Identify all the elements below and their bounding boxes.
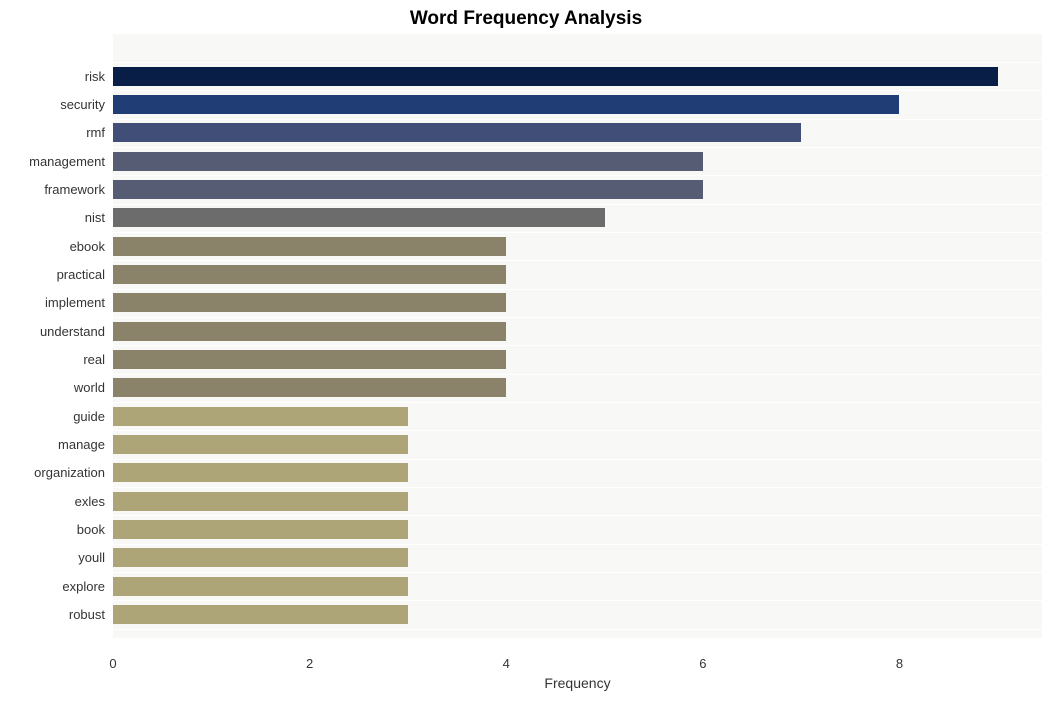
plot-area <box>113 34 1042 638</box>
grid-line <box>113 90 1042 91</box>
grid-line <box>113 430 1042 431</box>
y-tick-label: exles <box>0 494 105 509</box>
x-tick-label: 0 <box>109 656 116 671</box>
grid-line <box>113 629 1042 630</box>
bar <box>113 95 899 114</box>
bar <box>113 378 506 397</box>
bar <box>113 548 408 567</box>
bar <box>113 123 801 142</box>
bar <box>113 293 506 312</box>
grid-line <box>113 175 1042 176</box>
bar <box>113 180 703 199</box>
y-tick-label: practical <box>0 267 105 282</box>
y-tick-label: security <box>0 97 105 112</box>
grid-line <box>113 600 1042 601</box>
y-tick-label: understand <box>0 324 105 339</box>
grid-line <box>113 119 1042 120</box>
y-tick-label: world <box>0 380 105 395</box>
y-tick-label: ebook <box>0 239 105 254</box>
bar <box>113 265 506 284</box>
grid-line <box>113 515 1042 516</box>
y-tick-label: robust <box>0 607 105 622</box>
x-axis-label: Frequency <box>113 675 1042 691</box>
y-tick-label: explore <box>0 579 105 594</box>
chart-container: Word Frequency Analysis Frequency risk se… <box>0 0 1052 701</box>
grid-line <box>113 402 1042 403</box>
grid-line <box>113 459 1042 460</box>
y-tick-label: management <box>0 154 105 169</box>
bar <box>113 237 506 256</box>
grid-line <box>113 345 1042 346</box>
bar <box>113 605 408 624</box>
bar <box>113 322 506 341</box>
y-tick-label: youll <box>0 550 105 565</box>
y-tick-label: framework <box>0 182 105 197</box>
y-tick-label: nist <box>0 210 105 225</box>
grid-line <box>113 374 1042 375</box>
x-tick-label: 8 <box>896 656 903 671</box>
bar <box>113 67 998 86</box>
y-tick-label: book <box>0 522 105 537</box>
y-tick-label: manage <box>0 437 105 452</box>
chart-title: Word Frequency Analysis <box>0 8 1052 30</box>
grid-line <box>113 572 1042 573</box>
bar <box>113 208 605 227</box>
y-tick-label: organization <box>0 465 105 480</box>
bar <box>113 435 408 454</box>
bar <box>113 492 408 511</box>
bar <box>113 577 408 596</box>
grid-line <box>113 317 1042 318</box>
grid-line <box>113 289 1042 290</box>
y-tick-label: real <box>0 352 105 367</box>
bar <box>113 152 703 171</box>
grid-line <box>113 204 1042 205</box>
grid-line <box>113 487 1042 488</box>
y-tick-label: risk <box>0 69 105 84</box>
bar <box>113 520 408 539</box>
y-tick-label: guide <box>0 409 105 424</box>
grid-line <box>113 147 1042 148</box>
x-tick-label: 4 <box>503 656 510 671</box>
bar <box>113 407 408 426</box>
y-tick-label: rmf <box>0 125 105 140</box>
bar <box>113 350 506 369</box>
grid-line <box>113 62 1042 63</box>
grid-line <box>113 232 1042 233</box>
x-tick-label: 2 <box>306 656 313 671</box>
grid-line <box>113 544 1042 545</box>
y-tick-label: implement <box>0 295 105 310</box>
grid-line <box>113 260 1042 261</box>
bar <box>113 463 408 482</box>
x-tick-label: 6 <box>699 656 706 671</box>
